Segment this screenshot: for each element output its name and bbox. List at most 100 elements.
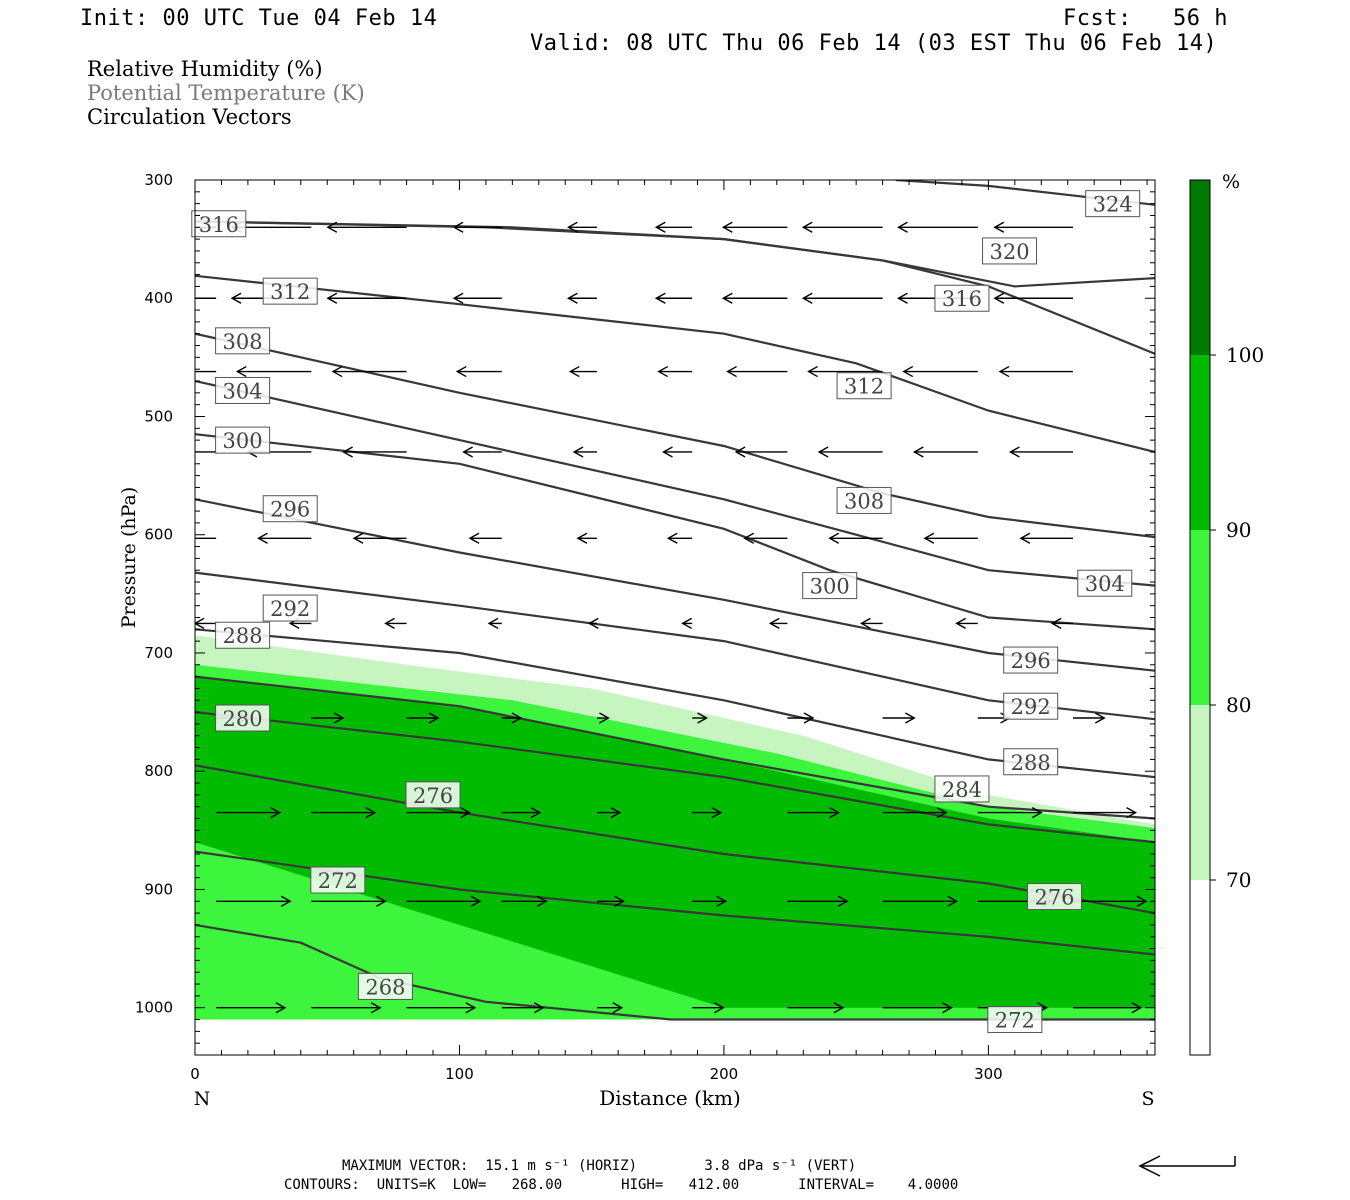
theta-label-text: 276 bbox=[413, 784, 453, 808]
theta-label-box bbox=[215, 704, 271, 732]
circulation-vector bbox=[768, 617, 788, 630]
theta-label-text: 296 bbox=[270, 498, 310, 522]
colorbar-frame bbox=[1189, 179, 1211, 1056]
vector-head bbox=[280, 895, 292, 907]
circulation-vector bbox=[406, 895, 482, 907]
y-tick-label: 400 bbox=[144, 289, 173, 307]
theta-label-box bbox=[262, 594, 318, 622]
circulation-vector bbox=[998, 365, 1074, 378]
circulation-vector bbox=[326, 292, 407, 304]
theta-label-box bbox=[357, 972, 413, 1000]
vector-head bbox=[511, 712, 523, 724]
vector-head bbox=[342, 446, 353, 458]
vector-head bbox=[817, 446, 829, 458]
vector-head bbox=[142, 367, 151, 377]
theta-label-text: 272 bbox=[318, 869, 358, 893]
theta-contour-312 bbox=[195, 274, 1155, 454]
vector-head bbox=[936, 806, 948, 819]
theta-label-296: 296 bbox=[262, 495, 318, 523]
vector-head bbox=[257, 532, 268, 544]
vector-head bbox=[897, 292, 908, 304]
vector-head bbox=[465, 1002, 477, 1014]
vector-head bbox=[376, 895, 387, 907]
vector-head bbox=[828, 532, 840, 544]
theta-label-box bbox=[1077, 569, 1133, 597]
circulation-vector bbox=[1073, 712, 1106, 724]
vector-head bbox=[743, 532, 755, 544]
colorbar-unit: % bbox=[1222, 171, 1240, 193]
vector-head bbox=[768, 617, 780, 630]
vector-head bbox=[530, 806, 542, 819]
colorbar-segment bbox=[1190, 705, 1210, 880]
vector-head bbox=[833, 1002, 845, 1014]
theta-label-box bbox=[215, 426, 271, 454]
theta-label-272: 272 bbox=[310, 866, 366, 894]
vector-head bbox=[455, 365, 467, 378]
circulation-vector bbox=[882, 1002, 953, 1014]
circulation-vector bbox=[587, 617, 599, 630]
vector-head bbox=[468, 532, 480, 544]
circulation-vector bbox=[142, 367, 217, 377]
circulation-vector bbox=[216, 895, 292, 907]
theta-label-text: 316 bbox=[199, 213, 239, 237]
theta-label-box bbox=[987, 1006, 1043, 1034]
circulation-vector bbox=[828, 532, 883, 544]
vector-head bbox=[1136, 895, 1148, 907]
vector-head bbox=[803, 712, 815, 724]
theta-label-text: 272 bbox=[995, 1009, 1035, 1033]
theta-label-text: 280 bbox=[223, 707, 263, 731]
vector-head bbox=[807, 365, 818, 378]
y-tick-label: 800 bbox=[144, 762, 173, 780]
vector-head bbox=[566, 221, 578, 233]
colorbar-level-label: 80 bbox=[1226, 693, 1251, 717]
circulation-vector bbox=[452, 221, 502, 233]
colorbar: 70 80 90 100% bbox=[1189, 171, 1264, 1056]
circulation-vector bbox=[897, 221, 978, 233]
vector-head bbox=[897, 221, 908, 233]
circulation-vector bbox=[195, 617, 217, 630]
x-tick-label: 0 bbox=[190, 1065, 200, 1083]
theta-label-text: 296 bbox=[1011, 649, 1051, 673]
circulation-vector bbox=[342, 446, 407, 458]
vector-head bbox=[235, 365, 247, 378]
contour-label-layer: 324 320 316 316 312 312 308 308 304 304 300 300 296 2… bbox=[191, 190, 1141, 1034]
vector-head bbox=[384, 617, 395, 630]
circulation-vector bbox=[406, 712, 440, 724]
init-time: Init: 00 UTC Tue 04 Feb 14 bbox=[80, 6, 438, 31]
rh-region-90-100 bbox=[195, 676, 1155, 1008]
theta-label-288: 288 bbox=[1003, 748, 1059, 776]
circulation-vector bbox=[326, 221, 407, 233]
vector-head bbox=[801, 221, 813, 233]
vector-head bbox=[713, 1002, 725, 1014]
circulation-vector bbox=[216, 806, 282, 819]
vector-head bbox=[726, 365, 737, 378]
circulation-vector bbox=[923, 532, 978, 544]
theta-label-324: 324 bbox=[1085, 190, 1141, 218]
circulation-vector bbox=[734, 446, 788, 458]
vector-head bbox=[947, 895, 959, 907]
circulation-vector bbox=[572, 446, 597, 458]
vector-head bbox=[711, 806, 723, 819]
circulation-vector bbox=[681, 617, 693, 630]
vector-head bbox=[333, 712, 345, 724]
vector-head bbox=[734, 446, 746, 458]
theta-label-text: 268 bbox=[365, 975, 405, 999]
vector-head bbox=[654, 292, 666, 304]
theta-label-272: 272 bbox=[987, 1006, 1043, 1034]
vector-head bbox=[230, 292, 242, 304]
theta-label-292: 292 bbox=[262, 594, 318, 622]
y-tick-label: 700 bbox=[144, 644, 173, 662]
theta-label-box bbox=[802, 572, 858, 600]
vector-head bbox=[801, 292, 813, 304]
vector-head bbox=[1131, 1002, 1143, 1014]
circulation-vector bbox=[743, 532, 788, 544]
theta-label-text: 308 bbox=[223, 330, 263, 354]
colorbar-segment bbox=[1190, 355, 1210, 530]
vector-head bbox=[487, 617, 499, 630]
vector-head bbox=[568, 365, 580, 378]
circulation-vector bbox=[977, 806, 1043, 819]
theta-label-text: 324 bbox=[1093, 193, 1133, 217]
theta-label-300: 300 bbox=[215, 426, 271, 454]
vector-head bbox=[942, 1002, 953, 1014]
circulation-vector bbox=[501, 806, 542, 819]
